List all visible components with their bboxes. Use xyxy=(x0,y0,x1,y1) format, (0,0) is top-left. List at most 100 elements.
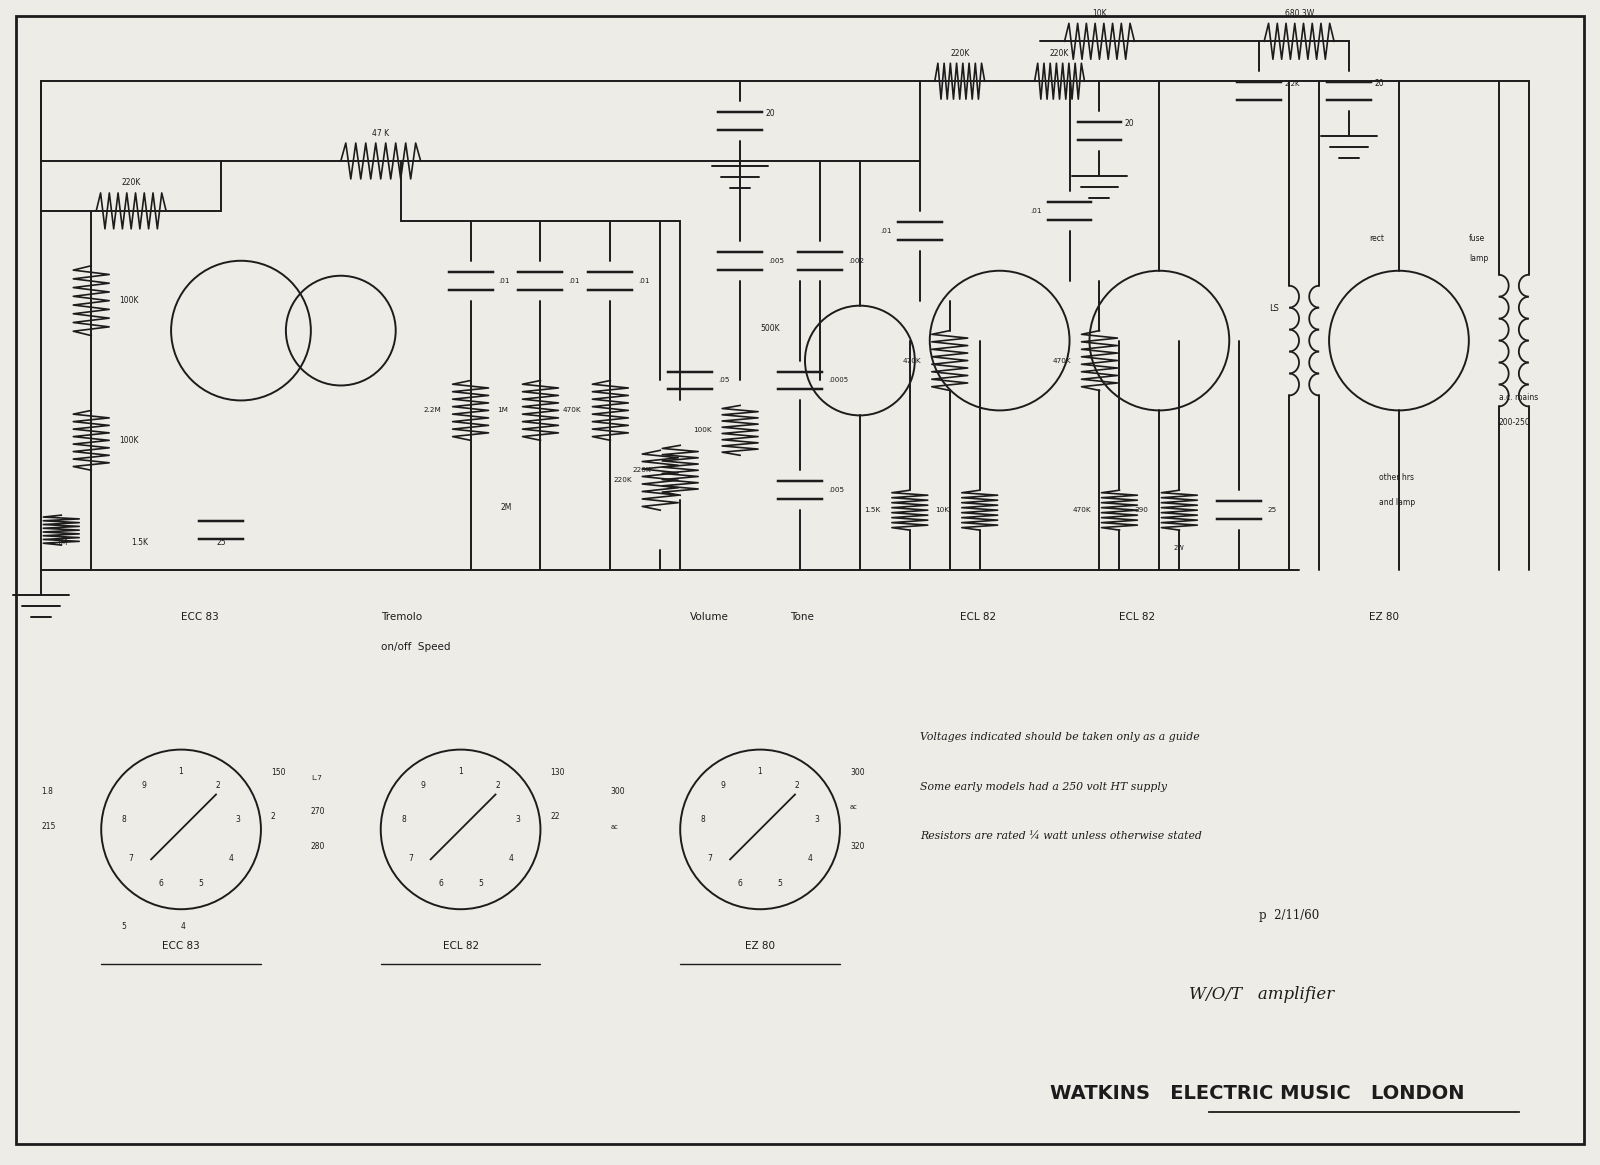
Text: EZ 80: EZ 80 xyxy=(1370,612,1398,622)
Text: Tone: Tone xyxy=(790,612,814,622)
Text: 470K: 470K xyxy=(902,358,922,363)
Text: 20: 20 xyxy=(765,110,774,118)
Text: .005: .005 xyxy=(768,257,784,263)
Text: 4: 4 xyxy=(509,854,514,863)
Text: 5: 5 xyxy=(122,923,126,931)
Text: EZ 80: EZ 80 xyxy=(746,941,774,951)
Text: 9: 9 xyxy=(421,781,426,790)
Text: 9: 9 xyxy=(141,781,146,790)
Text: 1: 1 xyxy=(179,767,184,776)
Text: LS: LS xyxy=(1269,304,1278,312)
Text: 2: 2 xyxy=(496,781,501,790)
Text: 20: 20 xyxy=(1125,119,1134,128)
Text: 8: 8 xyxy=(122,814,126,824)
Text: 5: 5 xyxy=(198,880,203,888)
Text: 300: 300 xyxy=(610,788,626,797)
Text: 470K: 470K xyxy=(1072,507,1091,513)
Text: Resistors are rated ¼ watt unless otherwise stated: Resistors are rated ¼ watt unless otherw… xyxy=(920,832,1202,841)
Text: 20: 20 xyxy=(1374,79,1384,89)
Text: Volume: Volume xyxy=(690,612,730,622)
Text: ac: ac xyxy=(850,805,858,811)
Text: 220K: 220K xyxy=(613,478,632,483)
Text: 8: 8 xyxy=(701,814,706,824)
Text: WATKINS   ELECTRIC MUSIC   LONDON: WATKINS ELECTRIC MUSIC LONDON xyxy=(1050,1083,1464,1103)
Text: .01: .01 xyxy=(880,228,891,234)
Text: ECC 83: ECC 83 xyxy=(162,941,200,951)
Text: 3: 3 xyxy=(235,814,240,824)
Text: 25: 25 xyxy=(1267,507,1277,513)
Text: 7: 7 xyxy=(707,854,712,863)
Text: .005: .005 xyxy=(827,487,845,493)
Text: ECL 82: ECL 82 xyxy=(443,941,478,951)
Text: .0005: .0005 xyxy=(827,377,848,383)
Text: 2: 2 xyxy=(216,781,221,790)
Text: 1.8: 1.8 xyxy=(42,788,53,797)
Text: 5: 5 xyxy=(778,880,782,888)
Text: and lamp: and lamp xyxy=(1379,499,1414,507)
Text: 220K: 220K xyxy=(950,49,970,58)
Text: 320: 320 xyxy=(850,842,864,852)
Text: 220K: 220K xyxy=(122,178,141,188)
Text: 150: 150 xyxy=(270,768,285,777)
Text: Voltages indicated should be taken only as a guide: Voltages indicated should be taken only … xyxy=(920,732,1200,742)
Text: Some early models had a 250 volt HT supply: Some early models had a 250 volt HT supp… xyxy=(920,782,1166,791)
Text: p  2/11/60: p 2/11/60 xyxy=(1259,909,1320,923)
Text: 1M: 1M xyxy=(56,538,67,548)
Text: 680 3W: 680 3W xyxy=(1285,9,1314,17)
Text: 390: 390 xyxy=(1134,507,1149,513)
Text: Tremolo: Tremolo xyxy=(381,612,422,622)
Text: rect: rect xyxy=(1370,234,1384,242)
Text: ECL 82: ECL 82 xyxy=(960,612,995,622)
Text: 100K: 100K xyxy=(693,428,712,433)
Text: 2.2M: 2.2M xyxy=(424,408,442,414)
Text: ECC 83: ECC 83 xyxy=(181,612,219,622)
Text: ECL 82: ECL 82 xyxy=(1120,612,1155,622)
Text: 9: 9 xyxy=(720,781,725,790)
Text: 2.2K: 2.2K xyxy=(1285,82,1299,87)
Text: 3: 3 xyxy=(814,814,819,824)
Text: 10K: 10K xyxy=(934,507,949,513)
Text: 4: 4 xyxy=(181,923,186,931)
Text: lamp: lamp xyxy=(1469,254,1488,263)
Text: 5: 5 xyxy=(478,880,483,888)
Text: 47 K: 47 K xyxy=(373,128,389,137)
Text: 500K: 500K xyxy=(760,324,779,332)
Text: on/off  Speed: on/off Speed xyxy=(381,642,450,652)
Text: 2M: 2M xyxy=(501,503,512,513)
Text: other hrs: other hrs xyxy=(1379,473,1414,482)
Text: 100K: 100K xyxy=(120,436,139,445)
Text: 8: 8 xyxy=(402,814,406,824)
Text: 7: 7 xyxy=(128,854,133,863)
Text: 4: 4 xyxy=(229,854,234,863)
Text: 470K: 470K xyxy=(1053,358,1070,363)
Text: .01: .01 xyxy=(1030,207,1042,214)
Text: 2W: 2W xyxy=(1174,545,1184,551)
Text: 2: 2 xyxy=(795,781,800,790)
Text: 22: 22 xyxy=(550,812,560,821)
Text: 280: 280 xyxy=(310,842,325,852)
Text: .002: .002 xyxy=(848,257,864,263)
Text: 130: 130 xyxy=(550,768,565,777)
Text: 220K: 220K xyxy=(634,467,651,473)
Text: L.7: L.7 xyxy=(310,775,322,781)
Text: .05: .05 xyxy=(718,377,730,383)
Text: 2: 2 xyxy=(270,812,275,821)
Text: 1: 1 xyxy=(758,767,763,776)
Text: .01: .01 xyxy=(499,277,510,284)
Text: 200-250: 200-250 xyxy=(1499,418,1531,428)
Text: .01: .01 xyxy=(568,277,579,284)
Text: 1.5K: 1.5K xyxy=(131,538,149,548)
Text: 1M: 1M xyxy=(498,408,507,414)
Text: 7: 7 xyxy=(408,854,413,863)
Text: 470K: 470K xyxy=(563,408,582,414)
Text: 6: 6 xyxy=(438,880,443,888)
Text: 1: 1 xyxy=(458,767,462,776)
Text: 3: 3 xyxy=(515,814,520,824)
Text: 270: 270 xyxy=(310,807,325,817)
Text: 25: 25 xyxy=(216,538,226,548)
Text: 6: 6 xyxy=(158,880,163,888)
Text: ac: ac xyxy=(610,825,618,831)
Text: 300: 300 xyxy=(850,768,864,777)
Text: fuse: fuse xyxy=(1469,234,1485,242)
Text: 1.5K: 1.5K xyxy=(864,507,880,513)
